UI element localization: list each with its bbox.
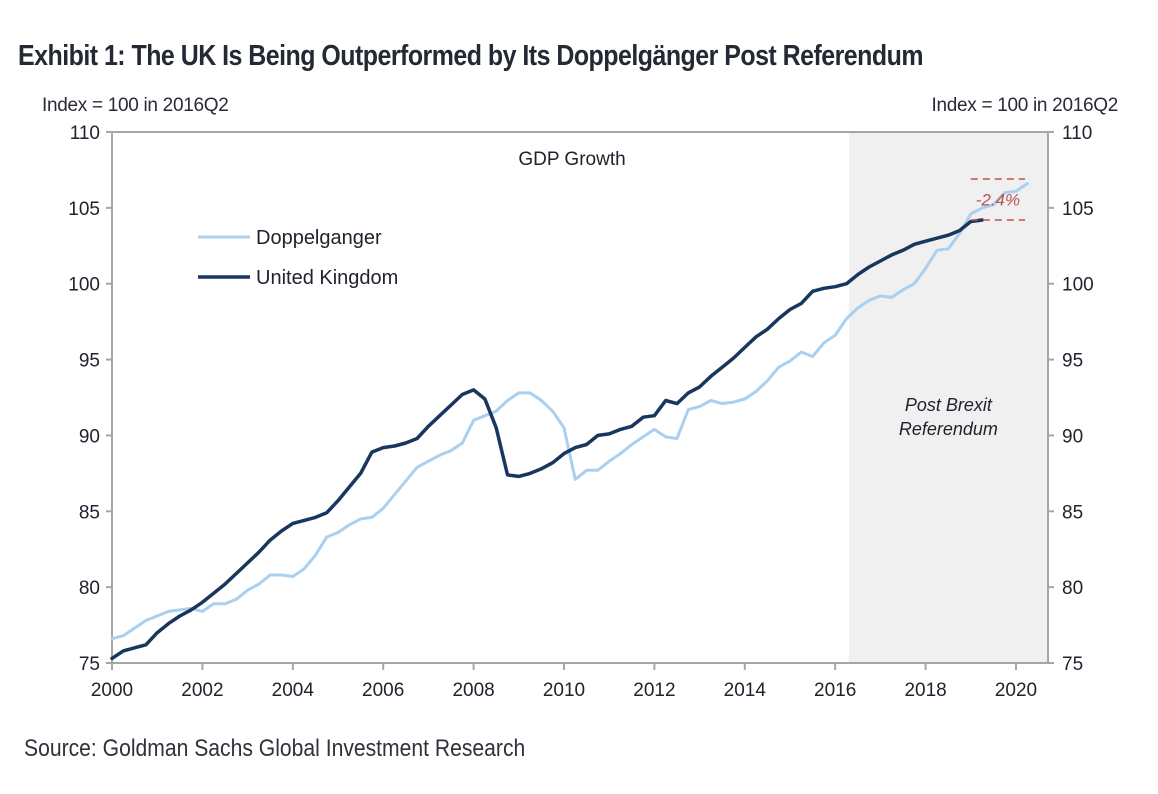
y-tick-label-right: 80 (1062, 578, 1083, 599)
y-tick-label-left: 80 (79, 578, 100, 599)
annotation-layer: -2.4% (970, 178, 1026, 221)
shaded-region-layer: Post Brexit Referendum (848, 132, 1048, 663)
series-line-united-kingdom (110, 218, 984, 661)
x-tick-label: 2000 (91, 680, 133, 701)
x-tick-label: 2018 (904, 680, 946, 701)
y-tick-label-left: 100 (68, 275, 100, 296)
x-tick-label: 2020 (995, 680, 1037, 701)
series-layer (110, 182, 1029, 661)
gap-label: -2.4% (976, 191, 1020, 210)
x-tick-label: 2004 (272, 680, 315, 701)
right-axis-unit-label: Index = 100 in 2016Q2 (931, 95, 1119, 116)
x-tick-label: 2008 (452, 680, 494, 701)
y-tick-label-right: 95 (1062, 351, 1083, 372)
x-tick-label: 2014 (724, 680, 767, 701)
shade-label-line1: Post Brexit (905, 395, 993, 415)
y-tick-label-left: 110 (70, 123, 100, 144)
y-tick-label-left: 75 (79, 654, 100, 675)
series-line-doppelganger (110, 182, 1029, 641)
post-referendum-shade (848, 132, 1048, 663)
axes-layer: 75 75 80 80 85 85 90 90 95 95 100 100 105 105 110 110 20… (68, 123, 1093, 701)
y-tick-label-right: 105 (1062, 199, 1094, 220)
left-axis-unit-label: Index = 100 in 2016Q2 (42, 95, 229, 116)
x-tick-label: 2012 (633, 680, 675, 701)
legend-label-doppelganger: Doppelganger (256, 227, 382, 249)
x-tick-label: 2016 (814, 680, 856, 701)
y-tick-label-left: 85 (79, 502, 100, 523)
y-tick-label-right: 90 (1062, 426, 1083, 447)
chart-title: Exhibit 1: The UK Is Being Outperformed … (18, 40, 924, 72)
y-tick-label-left: 105 (68, 199, 100, 220)
shade-label-line2: Referendum (899, 419, 998, 439)
y-tick-label-left: 95 (79, 351, 100, 372)
y-tick-label-right: 100 (1062, 275, 1094, 296)
y-tick-label-right: 110 (1062, 123, 1092, 144)
y-tick-label-right: 85 (1062, 502, 1083, 523)
chart-subtitle: GDP Growth (518, 149, 625, 170)
y-tick-label-left: 90 (79, 426, 100, 447)
y-tick-label-right: 75 (1062, 654, 1083, 675)
source-note: Source: Goldman Sachs Global Investment … (24, 735, 526, 762)
legend-label-united-kingdom: United Kingdom (256, 267, 398, 289)
x-tick-label: 2010 (543, 680, 585, 701)
legend: Doppelganger United Kingdom (198, 227, 398, 289)
x-tick-label: 2002 (181, 680, 223, 701)
x-tick-label: 2006 (362, 680, 404, 701)
